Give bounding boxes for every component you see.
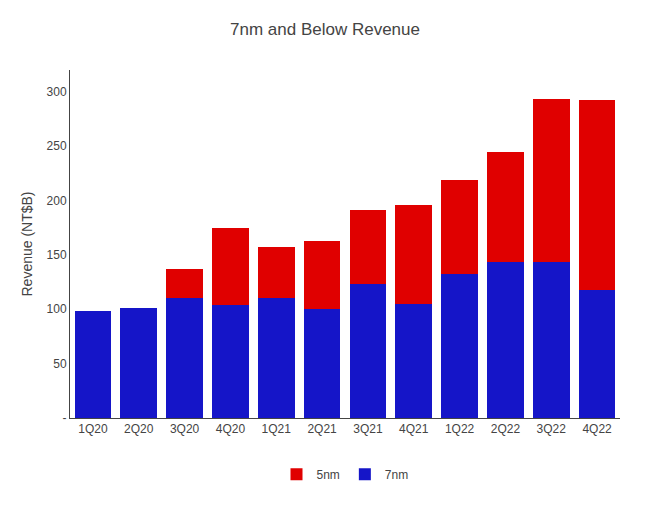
svg-text:3Q22: 3Q22: [537, 422, 567, 436]
svg-text:1Q22: 1Q22: [445, 422, 475, 436]
svg-text:1Q21: 1Q21: [262, 422, 292, 436]
svg-text:7nm and Below Revenue: 7nm and Below Revenue: [230, 20, 420, 39]
svg-text:5nm: 5nm: [317, 468, 340, 482]
svg-text:2Q21: 2Q21: [307, 422, 337, 436]
svg-text:4Q22: 4Q22: [582, 422, 612, 436]
svg-text:2Q20: 2Q20: [124, 422, 154, 436]
svg-text:2Q22: 2Q22: [491, 422, 521, 436]
svg-text:Revenue (NT$B): Revenue (NT$B): [19, 191, 35, 296]
svg-text:1Q20: 1Q20: [78, 422, 108, 436]
svg-text:50: 50: [53, 357, 67, 371]
svg-text:300: 300: [47, 85, 67, 99]
svg-text:200: 200: [47, 194, 67, 208]
svg-text:3Q20: 3Q20: [170, 422, 200, 436]
svg-text:4Q20: 4Q20: [216, 422, 246, 436]
svg-text:3Q21: 3Q21: [353, 422, 383, 436]
svg-text:-: -: [63, 411, 67, 425]
svg-text:100: 100: [47, 302, 67, 316]
svg-text:7nm: 7nm: [385, 468, 408, 482]
svg-text:4Q21: 4Q21: [399, 422, 429, 436]
svg-text:150: 150: [47, 248, 67, 262]
svg-text:250: 250: [47, 139, 67, 153]
